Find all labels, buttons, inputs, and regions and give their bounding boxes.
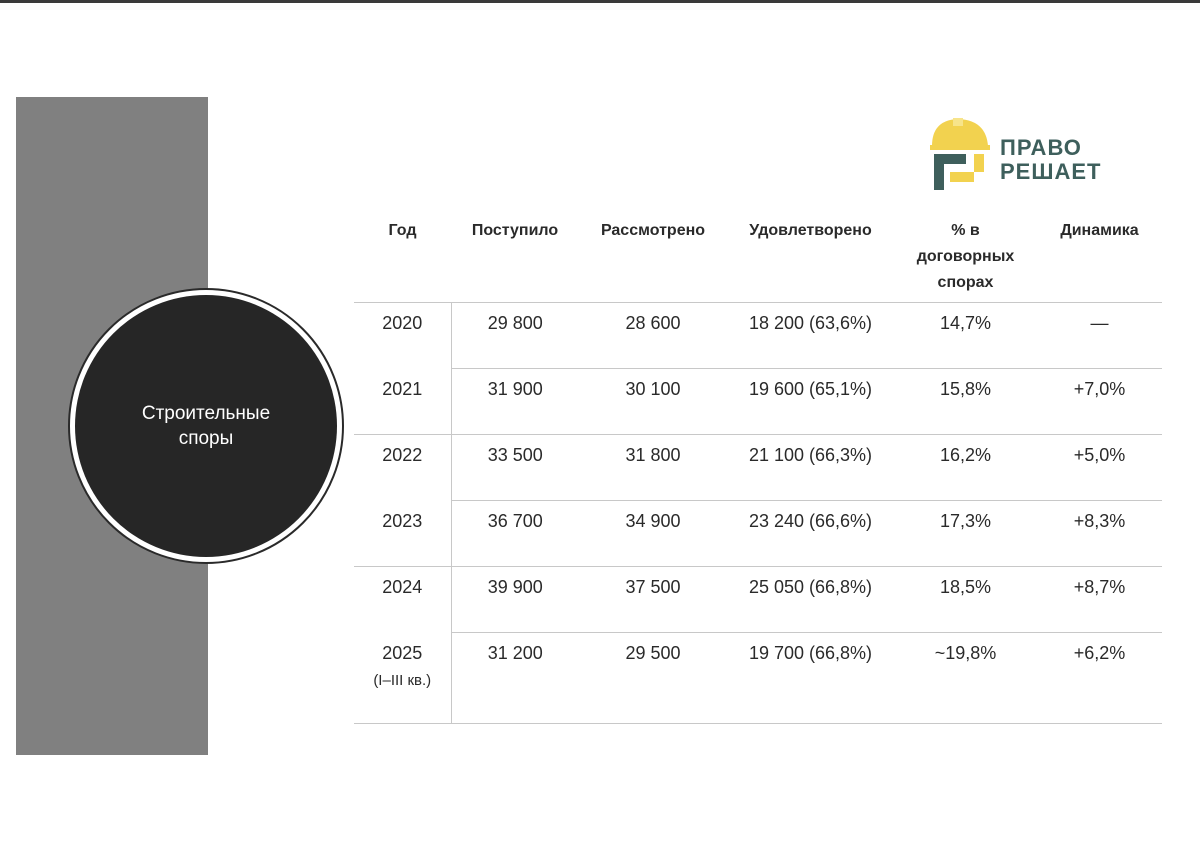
logo-line-2: РЕШАЕТ (1000, 159, 1102, 184)
header-reviewed: Рассмотрено (600, 222, 706, 239)
logo-line-1: ПРАВО (1000, 135, 1082, 160)
cell-satisfied: 21 100 (66,3%) (727, 434, 894, 501)
cell-satisfied: 23 240 (66,6%) (727, 500, 894, 567)
cell-dynamics: +5,0% (1037, 434, 1162, 501)
cell-received: 33 500 (451, 434, 579, 501)
header-received: Поступило (471, 222, 559, 239)
cell-dynamics: +8,7% (1037, 566, 1162, 633)
cell-year: 2021 (354, 368, 452, 435)
cell-year: 2023 (354, 500, 452, 567)
table-row: 2021 31 900 30 100 19 600 (65,1%) 15,8% … (354, 368, 1162, 435)
cell-dynamics: — (1037, 302, 1162, 369)
cell-contract-pct: 18,5% (894, 566, 1037, 633)
cell-year: 2020 (354, 302, 452, 369)
stats-table: Год Поступило Рассмотрено Удовлетворено … (354, 210, 1162, 724)
table-row: 2025 (I–III кв.) 31 200 29 500 19 700 (6… (354, 632, 1162, 724)
cell-received: 31 900 (451, 368, 579, 435)
top-rule (0, 0, 1200, 3)
cell-dynamics: +6,2% (1037, 632, 1162, 724)
helmet-logo-icon (930, 118, 990, 190)
table-row: 2020 29 800 28 600 18 200 (63,6%) 14,7% … (354, 302, 1162, 369)
cell-contract-pct: 15,8% (894, 368, 1037, 435)
cell-dynamics: +8,3% (1037, 500, 1162, 567)
cell-satisfied: 19 600 (65,1%) (727, 368, 894, 435)
cell-reviewed: 29 500 (579, 632, 727, 724)
header-contract-pct-line1: % в (951, 222, 980, 239)
cell-contract-pct: 17,3% (894, 500, 1037, 567)
header-dynamics: Динамика (1060, 222, 1139, 239)
cell-year: 2025 (I–III кв.) (354, 632, 452, 724)
year-value: 2021 (382, 378, 423, 399)
title-circle: Строительные споры (75, 295, 337, 557)
year-value: 2020 (382, 313, 423, 333)
cell-contract-pct: ~19,8% (894, 632, 1037, 724)
cell-received: 31 200 (451, 632, 579, 724)
year-value: 2023 (382, 510, 423, 531)
year-note: (I–III кв.) (373, 671, 432, 689)
cell-year: 2022 (354, 434, 452, 501)
cell-reviewed: 30 100 (579, 368, 727, 435)
cell-received: 29 800 (451, 302, 579, 369)
cell-dynamics: +7,0% (1037, 368, 1162, 435)
cell-year: 2024 (354, 566, 452, 633)
table-row: 2024 39 900 37 500 25 050 (66,8%) 18,5% … (354, 566, 1162, 633)
table-header-row: Год Поступило Рассмотрено Удовлетворено … (354, 210, 1162, 303)
logo: ПРАВО РЕШАЕТ (928, 116, 1128, 194)
cell-contract-pct: 14,7% (894, 302, 1037, 369)
header-satisfied: Удовлетворено (749, 222, 872, 239)
cell-satisfied: 19 700 (66,8%) (727, 632, 894, 724)
stats-table-wrap: Год Поступило Рассмотрено Удовлетворено … (354, 210, 1162, 724)
cell-satisfied: 18 200 (63,6%) (727, 302, 894, 369)
header-contract-pct-line2: договорных (916, 248, 1015, 265)
year-value: 2025 (382, 642, 423, 663)
table-row: 2022 33 500 31 800 21 100 (66,3%) 16,2% … (354, 434, 1162, 501)
year-value: 2024 (382, 577, 423, 597)
cell-contract-pct: 16,2% (894, 434, 1037, 501)
header-contract-pct: % в договорных спорах (894, 210, 1037, 303)
slide-title: Строительные споры (141, 403, 271, 449)
header-contract-pct-line3: спорах (937, 274, 994, 291)
cell-satisfied: 25 050 (66,8%) (727, 566, 894, 633)
cell-reviewed: 31 800 (579, 434, 727, 501)
cell-received: 36 700 (451, 500, 579, 567)
cell-reviewed: 34 900 (579, 500, 727, 567)
cell-reviewed: 28 600 (579, 302, 727, 369)
header-year: Год (388, 222, 417, 239)
logo-text: ПРАВО РЕШАЕТ (1000, 136, 1101, 184)
table-row: 2023 36 700 34 900 23 240 (66,6%) 17,3% … (354, 500, 1162, 567)
cell-received: 39 900 (451, 566, 579, 633)
cell-reviewed: 37 500 (579, 566, 727, 633)
year-value: 2022 (382, 445, 423, 465)
